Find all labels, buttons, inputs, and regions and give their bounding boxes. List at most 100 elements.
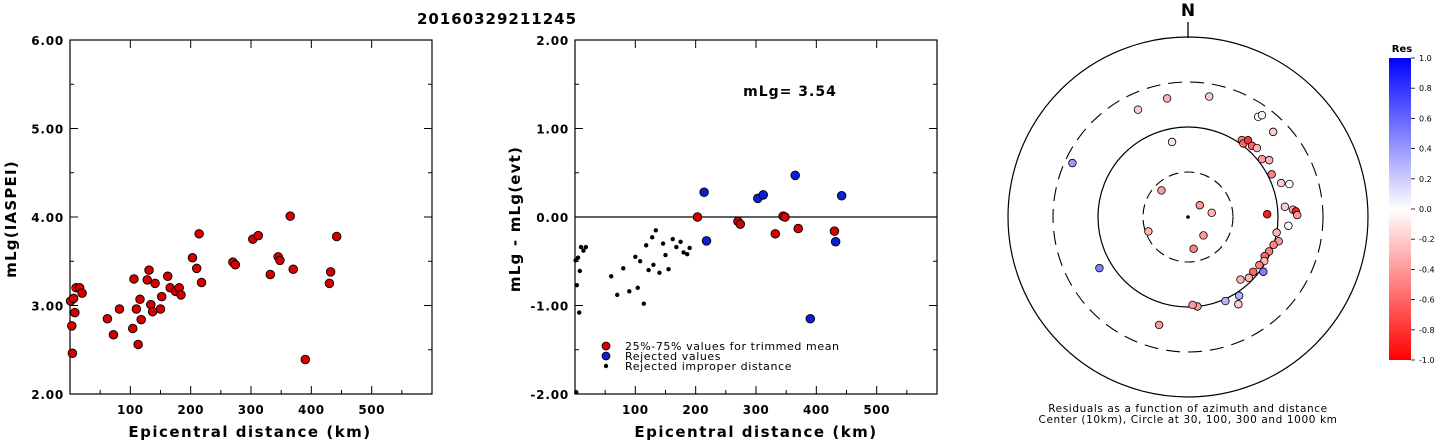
magnitude-point [135,294,145,305]
p1-xtick-label: 300 [238,403,265,417]
ring-100km [1097,126,1279,308]
polar-point [1157,186,1166,195]
polar-point [1255,260,1264,270]
polar-point [1144,227,1153,236]
polar-point [1259,267,1268,276]
trimmed-point [770,229,781,239]
p2-ytick-label: 0.00 [536,211,569,225]
colorbar-tick-label: 0.4 [1419,145,1432,154]
magnitude-point [68,293,79,304]
p2-xtick-label: 300 [743,403,770,417]
ring-1000km [1007,36,1369,398]
improper-distance-point [650,235,655,240]
polar-point [1189,244,1198,254]
panel-polar: N Residuals as a function of azimuth and… [1007,1,1369,426]
improper-distance-point [577,268,583,274]
polar-point [1293,210,1302,220]
magnitude-point [114,304,125,314]
rejected-point [836,191,847,201]
improper-distance-point [670,236,675,242]
colorbar-tick-label: 1.0 [1419,54,1432,63]
p2-ytick-label: -2.00 [530,388,569,402]
polar-point [1207,208,1216,218]
north-label: N [1181,1,1195,21]
ring-300km [1052,81,1324,353]
trimmed-point [692,212,703,222]
polar-point [1167,137,1177,147]
improper-distance-point [583,244,589,250]
p2-ytick-label: 2.00 [536,34,569,48]
legend-improper-label: Rejected improper distance [625,360,792,373]
colorbar-tick-label: -0.8 [1419,326,1435,335]
figure-title: 20160329211245 [417,10,577,28]
p1-xtick-label: 500 [358,403,385,417]
improper-distance-point [653,228,659,233]
trimmed-point [780,212,790,222]
magnitude-point [176,290,186,300]
magnitude-point [196,277,207,288]
improper-distance-point [685,251,690,257]
magnitude-point [300,354,311,365]
improper-distance-point [574,282,580,288]
panel1-ylabel: mLg(IASPEI) [2,160,20,278]
magnitude-point [147,306,158,317]
polar-point [1267,170,1276,179]
panel1-axes: 100 200 300 400 500 2.00 3.00 4.00 5.00 6.00 [31,34,432,417]
magnitude-point [155,304,166,314]
colorbar-tick-label: -0.2 [1419,235,1435,244]
rejected-point [701,236,712,246]
magnitude-point [70,307,80,318]
magnitude-point [67,321,77,331]
colorbar-title: Res [1392,44,1412,55]
colorbar-tick-label: -1.0 [1419,356,1435,365]
polar-caption-line2: Center (10km), Circle at 30, 100, 300 an… [1039,414,1338,426]
magnitude-point [187,252,198,263]
colorbar-tick-label: 0.0 [1419,205,1432,214]
magnitude-point [265,269,276,280]
magnitude-point [324,278,335,289]
panel2-ylabel: mLg - mLg(evt) [506,146,524,292]
p2-xtick-label: 500 [863,403,890,417]
p1-xtick-label: 200 [177,403,204,417]
magnitude-point [331,231,342,242]
polar-point [1268,127,1278,137]
trimmed-point [735,219,746,229]
polar-point [1272,228,1281,237]
p1-ytick-label: 6.00 [31,34,64,48]
p2-xtick-label: 100 [622,403,649,417]
magnitude-point [77,288,87,298]
polar-point [1236,275,1245,284]
magnitude-point [144,265,154,275]
p1-xtick-label: 100 [117,403,144,417]
ring-30km [1142,171,1234,263]
polar-point [1265,155,1274,165]
improper-distance-point [633,254,638,260]
polar-point [1244,273,1254,283]
polar-point [1276,178,1286,188]
panel1-frame [69,39,433,395]
panel1-xlabel: Epicentral distance (km) [128,423,371,441]
polar-point [1249,267,1258,276]
legend-rejected-marker [601,351,611,361]
improper-distance-point [663,252,668,258]
legend-rejected-label: Rejected values [625,350,721,363]
improper-distance-point [637,259,643,264]
magnitude-point [162,271,173,282]
panel1-points [65,211,342,365]
magnitude-point [191,263,202,274]
improper-distance-point [575,255,581,260]
polar-point [1199,231,1208,240]
polar-points [1068,92,1302,330]
rejected-point [699,187,709,197]
magnitude-point [325,267,336,277]
magnitude-point [142,275,152,285]
polar-point [1280,202,1290,212]
panel-magnitude: 100 200 300 400 500 2.00 3.00 4.00 5.00 6.00 Epic… [2,34,433,441]
colorbar: Res 1.0 0.8 0.6 0.4 0.2 0.0 -0.2 -0.4 -0.6 -0.8 -1… [1389,44,1435,365]
polar-point [1252,143,1262,153]
improper-distance-point [574,390,579,395]
improper-distance-point [643,243,649,248]
improper-distance-point [674,244,679,250]
polar-point [1154,320,1164,330]
improper-distance-point [578,244,584,250]
